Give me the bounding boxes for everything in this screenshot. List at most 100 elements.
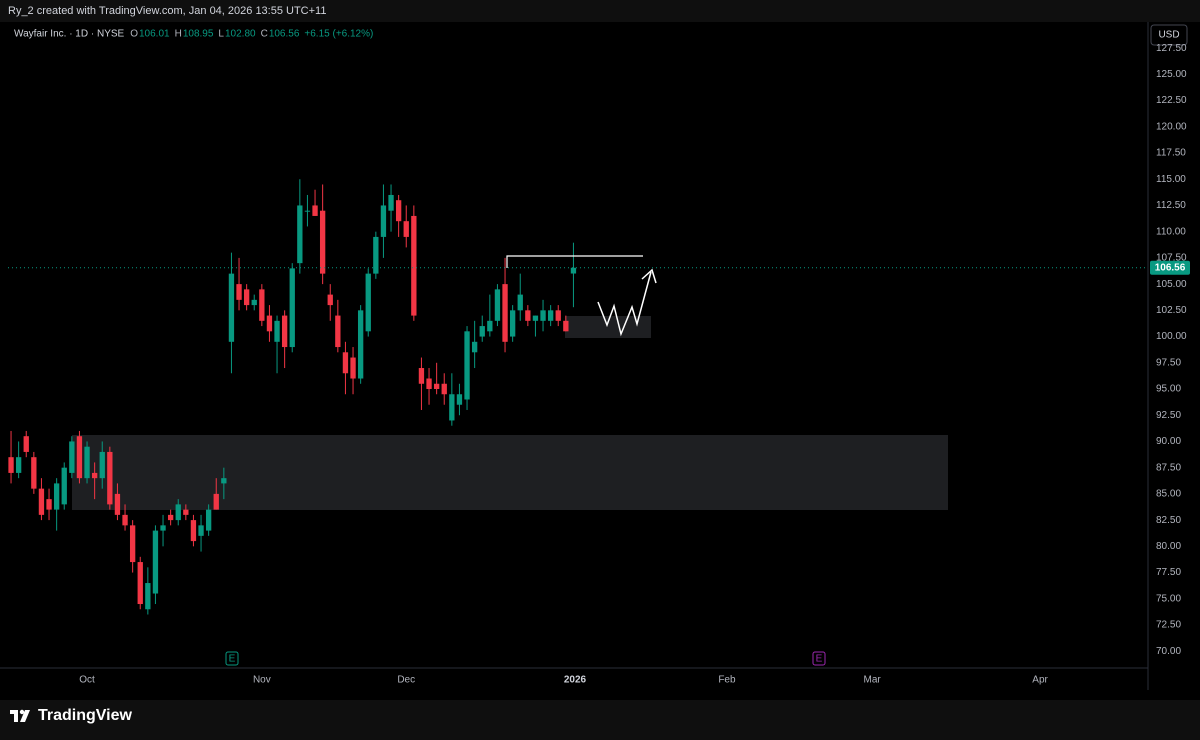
candle-body xyxy=(76,436,83,479)
candle-body xyxy=(563,320,569,332)
candle-body xyxy=(198,525,204,536)
legend: O 106.01 H 108.95 L 102.80 C 106.56 +6.15 (+6.12… xyxy=(130,29,373,40)
legend-value: 108.95 xyxy=(183,29,214,40)
candle-body xyxy=(183,509,189,515)
candle-body xyxy=(61,467,67,505)
candle-body xyxy=(350,357,356,379)
zone xyxy=(72,435,948,510)
candle-body xyxy=(46,499,52,510)
legend-change: +6.15 (+6.12%) xyxy=(304,29,373,40)
x-tick-label: Mar xyxy=(864,675,882,686)
currency[interactable]: USD xyxy=(1158,30,1179,41)
candle-body xyxy=(91,472,98,479)
arrow-head xyxy=(641,268,657,284)
candle-body xyxy=(129,525,136,563)
candle-body xyxy=(122,514,128,526)
candle-body xyxy=(228,273,235,342)
legend-key: H xyxy=(175,29,182,40)
candle-body xyxy=(190,520,197,542)
candle-body xyxy=(456,394,463,405)
y-tick-label: 102.50 xyxy=(1156,305,1187,316)
candle-body xyxy=(8,457,14,473)
symbol: Wayfair Inc. · 1D · NYSE xyxy=(14,29,125,40)
x-tick-label: Apr xyxy=(1032,675,1048,686)
y-tick-label: 115.00 xyxy=(1156,174,1186,185)
brand: TradingView xyxy=(38,707,133,724)
candle-body xyxy=(357,310,364,379)
candle-body xyxy=(532,315,539,321)
y-tick-label: 125.00 xyxy=(1156,69,1187,80)
y-tick-label: 122.50 xyxy=(1156,95,1187,106)
candle-body xyxy=(342,352,349,374)
candle-body xyxy=(494,289,501,321)
candle-body xyxy=(114,493,121,515)
candle-body xyxy=(175,504,181,521)
y-tick-label: 120.00 xyxy=(1156,121,1187,132)
candle-body xyxy=(38,488,45,515)
candle-body xyxy=(304,210,311,212)
candle-body xyxy=(53,483,60,510)
event-label: E xyxy=(816,654,823,665)
y-tick-label: 95.00 xyxy=(1156,384,1181,395)
last-price-tag xyxy=(1150,260,1190,275)
candle-body xyxy=(441,383,447,395)
legend-value: 106.56 xyxy=(269,29,300,40)
y-tick-label: 85.00 xyxy=(1156,489,1181,500)
candle-body xyxy=(547,310,554,321)
candle-body xyxy=(403,221,409,237)
candle-body xyxy=(221,478,227,484)
x-tick-label: Feb xyxy=(718,675,736,686)
candle-body xyxy=(213,493,219,510)
legend-key: L xyxy=(218,29,224,40)
event-label: E xyxy=(229,654,236,665)
candle-body xyxy=(395,200,402,222)
x-tick-label: Dec xyxy=(397,675,415,686)
candle-body xyxy=(84,446,90,479)
candle-body xyxy=(137,562,143,605)
candle-body xyxy=(145,583,151,610)
candle-body xyxy=(289,268,295,348)
legend-key: C xyxy=(261,29,268,40)
y-tick-label: 107.50 xyxy=(1156,253,1187,264)
candle-body xyxy=(319,210,326,274)
y-tick-label: 82.50 xyxy=(1156,515,1181,526)
y-tick-label: 77.50 xyxy=(1156,567,1181,578)
y-tick-label: 110.00 xyxy=(1156,226,1186,237)
event-icon xyxy=(225,651,239,666)
candle-body xyxy=(517,294,523,311)
candle-body xyxy=(570,267,577,274)
candle-body xyxy=(23,436,29,452)
candle-body xyxy=(205,509,212,531)
candle-body xyxy=(525,310,531,321)
candle-body xyxy=(312,205,318,216)
candle-body xyxy=(471,341,478,353)
y-tick-label: 80.00 xyxy=(1156,541,1181,552)
candle-body xyxy=(31,457,37,489)
y-tick-label: 117.50 xyxy=(1156,148,1186,159)
currency-button[interactable] xyxy=(1150,24,1188,46)
y-tick-label: 112.50 xyxy=(1156,200,1186,211)
candle-body xyxy=(99,451,105,479)
candle-body xyxy=(540,310,546,321)
candle-body xyxy=(487,320,493,332)
candle-body xyxy=(411,215,417,316)
candle-body xyxy=(464,331,470,400)
candle-body xyxy=(251,299,257,306)
candle-body xyxy=(449,394,455,421)
candle-body xyxy=(479,326,485,337)
event-icon xyxy=(812,651,826,666)
x-tick-label: 2026 xyxy=(564,675,587,686)
candle-body xyxy=(107,451,113,505)
last-price-label: 106.56 xyxy=(1155,262,1186,273)
candle-body xyxy=(243,289,250,306)
drawing-arrow xyxy=(597,271,652,337)
x-tick-label: Nov xyxy=(253,675,271,686)
candle-body xyxy=(259,289,265,321)
candle-body xyxy=(509,310,516,337)
candle-body xyxy=(426,378,432,390)
candle-body xyxy=(167,514,174,521)
candle-body xyxy=(380,205,387,237)
candle-body xyxy=(274,320,280,342)
